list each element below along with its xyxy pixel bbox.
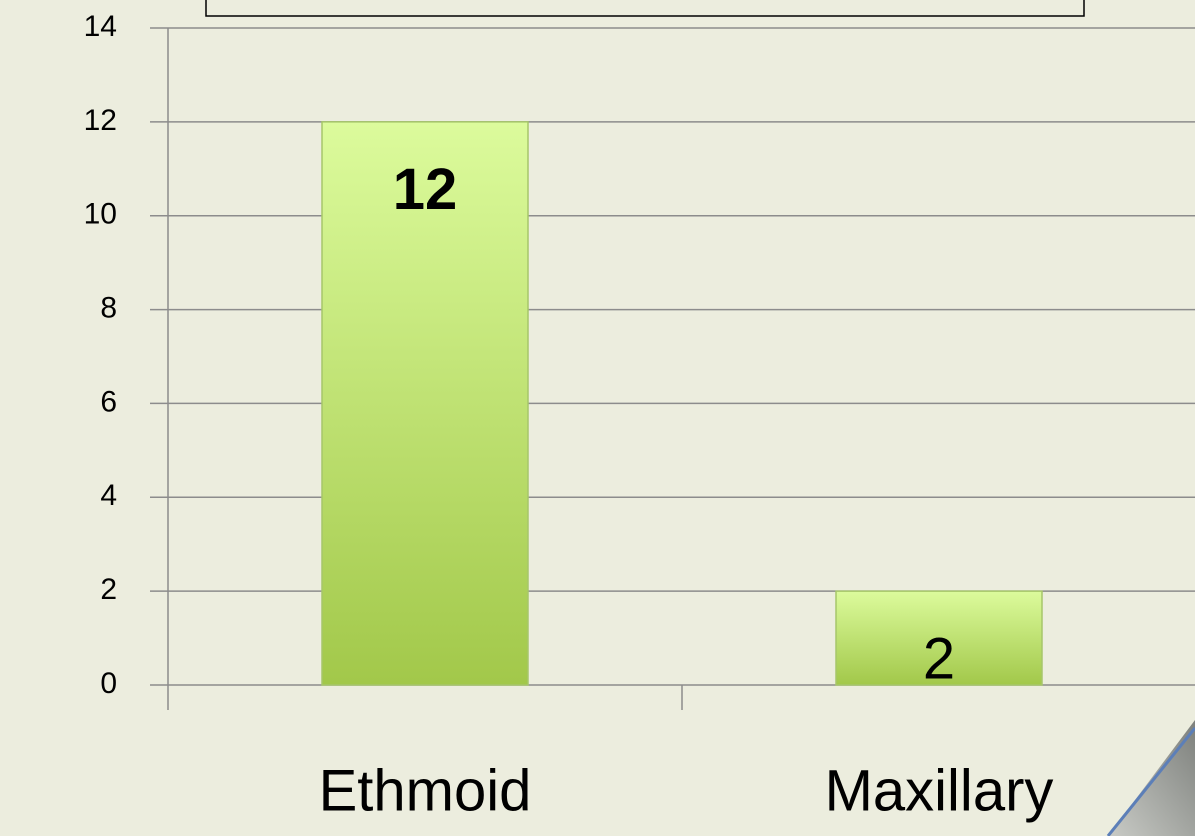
- chart: 0 2 4 6 8 10 12 14 Ethmoid 12 Maxillary 2: [0, 0, 1195, 836]
- x-tick-label: Ethmoid: [319, 758, 532, 823]
- y-tick-label: 10: [84, 198, 117, 231]
- background: [0, 0, 1195, 836]
- y-tick-label: 12: [84, 104, 117, 137]
- x-tick-label: Maxillary: [825, 758, 1054, 823]
- y-tick-label: 4: [100, 479, 117, 512]
- y-tick-label: 6: [100, 385, 117, 418]
- y-tick-label: 8: [100, 291, 117, 324]
- y-tick-label: 0: [100, 667, 117, 700]
- data-label: 2: [923, 626, 955, 691]
- y-tick-label: 14: [84, 10, 117, 43]
- data-label: 12: [393, 157, 458, 222]
- y-tick-label: 2: [100, 573, 117, 606]
